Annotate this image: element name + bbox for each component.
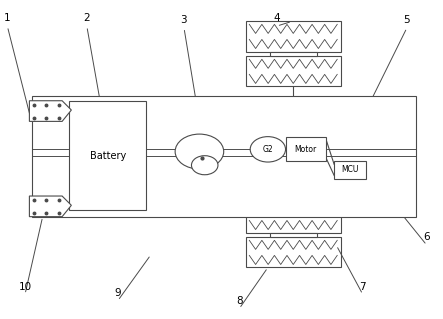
Polygon shape: [29, 101, 71, 122]
Bar: [246, 237, 341, 268]
Text: 2: 2: [83, 13, 90, 23]
Bar: [246, 56, 341, 86]
Polygon shape: [29, 196, 71, 217]
Circle shape: [175, 134, 224, 169]
Text: 5: 5: [404, 15, 410, 25]
Text: 7: 7: [360, 282, 366, 292]
Circle shape: [250, 137, 286, 162]
Bar: [269, 51, 317, 56]
Text: 8: 8: [236, 296, 242, 306]
Text: Motor: Motor: [295, 145, 317, 153]
Text: G2: G2: [263, 145, 273, 154]
Circle shape: [191, 156, 218, 175]
Text: 9: 9: [114, 288, 121, 298]
Bar: [69, 101, 147, 210]
Text: 4: 4: [273, 13, 280, 23]
Text: 3: 3: [181, 15, 187, 25]
Text: 6: 6: [424, 232, 430, 242]
Text: 10: 10: [19, 282, 31, 292]
Text: Battery: Battery: [89, 151, 126, 160]
Bar: [246, 21, 341, 51]
Bar: [246, 202, 341, 233]
Bar: [286, 137, 326, 161]
Bar: [31, 96, 416, 217]
Text: MCU: MCU: [341, 165, 359, 174]
Text: 1: 1: [4, 13, 11, 23]
Bar: [269, 233, 317, 237]
Bar: [334, 161, 366, 179]
